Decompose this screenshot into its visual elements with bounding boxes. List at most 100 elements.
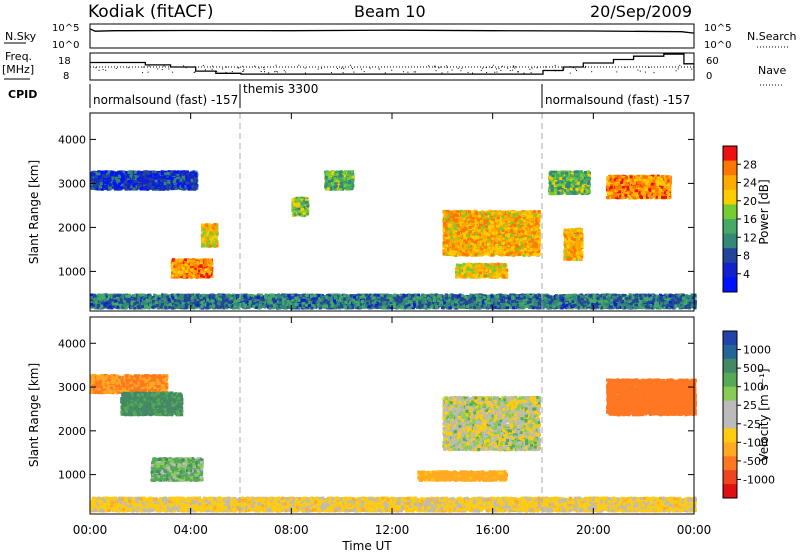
heatmap-cell [190,268,194,272]
heatmap-cell [185,270,189,273]
heatmap-cell [182,170,186,174]
heatmap-cell [164,172,168,176]
heatmap-cell [171,263,175,267]
heatmap-cell [172,172,176,176]
nave-dot [445,65,447,67]
heatmap-cell [192,177,196,181]
heatmap-cell [142,173,146,177]
nave-dot [485,67,487,69]
nave-dot [260,71,262,72]
heatmap-cell [201,223,205,227]
heatmap-cell [173,185,176,189]
heatmap-cell [138,171,141,175]
heatmap-cell [171,274,175,278]
heatmap-cell [199,258,203,262]
heatmap-cell [101,175,105,179]
heatmap-cell [339,174,343,177]
nave-dot [509,70,511,72]
nave-dot [531,67,533,69]
nave-dot [576,70,577,72]
heatmap-cell [143,175,147,179]
heatmap-cell [189,262,193,266]
heatmap-cell [163,183,167,187]
heatmap-cell [116,187,120,191]
nave-dot [644,71,646,73]
heatmap-cell [125,181,129,185]
heatmap-cell [100,187,104,191]
nave-dot [591,71,593,73]
heatmap-cell [116,179,120,183]
nave-dot [275,70,277,72]
heatmap-cell [192,270,196,273]
heatmap-cell [164,179,168,183]
heatmap-cell [118,175,122,178]
heatmap-cell [104,175,107,179]
freq-panel: Freq. [MHz] 18 8 60 0 Nave [2,50,786,86]
heatmap-cell [302,211,306,215]
nave-dot [575,68,577,70]
heatmap-cell [120,183,124,187]
nave-dot [677,68,679,70]
heatmap-cell [331,182,334,186]
nave-dot [637,69,639,71]
heatmap-cell [209,227,213,231]
heatmap-cell [209,238,212,242]
heatmap-cell [150,178,154,182]
nave-dot [268,72,270,74]
heatmap-cell [168,175,172,179]
heatmap-cell [190,275,194,279]
heatmap-cell [208,258,212,262]
heatmap-cell [166,187,170,191]
heatmap-cell [145,174,149,178]
heatmap-cell [194,184,198,188]
heatmap-cell [176,170,180,174]
heatmap-cell [104,180,108,184]
heatmap-cell [160,172,164,175]
heatmap-cell [291,198,295,202]
nave-dot [183,65,185,67]
nave-dot [258,67,260,69]
heatmap-cell [129,187,133,190]
nave-dot [502,65,503,67]
nave-dot [320,67,322,69]
heatmap-cell [122,171,126,175]
heatmap-cell [194,176,198,180]
nave-dot [457,67,459,69]
heatmap-cell [194,264,197,268]
nave-dot [363,71,365,73]
nave-dot [98,69,100,71]
heatmap-cell [194,182,198,186]
nave-dot [467,71,469,73]
heatmap-cell [112,185,115,189]
heatmap-cell [141,175,145,179]
heatmap-cell [297,207,301,211]
nave-dot [447,71,449,73]
heatmap-cell [105,186,108,190]
heatmap-cell [124,185,128,189]
heatmap-cell [122,183,126,186]
nave-dot [415,71,417,73]
nave-dot [472,72,473,74]
heatmap-cell [175,259,179,263]
heatmap-cell [153,175,157,179]
heatmap-cell [148,183,152,187]
heatmap-cell [114,176,118,180]
heatmap-cell [126,176,130,179]
cpid-segment-3: normalsound (fast) -157 [545,93,690,107]
heatmap-cell [333,178,337,182]
nave-dot [243,70,245,72]
nave-dot [558,70,560,72]
heatmap-cell [158,172,162,176]
heatmap-cell [205,229,209,233]
nave-dot [512,66,514,68]
heatmap-cell [96,178,100,182]
heatmap-cell [210,236,214,240]
nave-dot [391,69,393,71]
heatmap-cell [143,181,147,185]
cpid-label: CPID [8,88,37,101]
heatmap-cell [179,274,183,278]
heatmap-cell [200,270,204,274]
heatmap-cell [203,239,207,243]
heatmap-cell [150,185,154,189]
heatmap-cell [205,272,209,276]
